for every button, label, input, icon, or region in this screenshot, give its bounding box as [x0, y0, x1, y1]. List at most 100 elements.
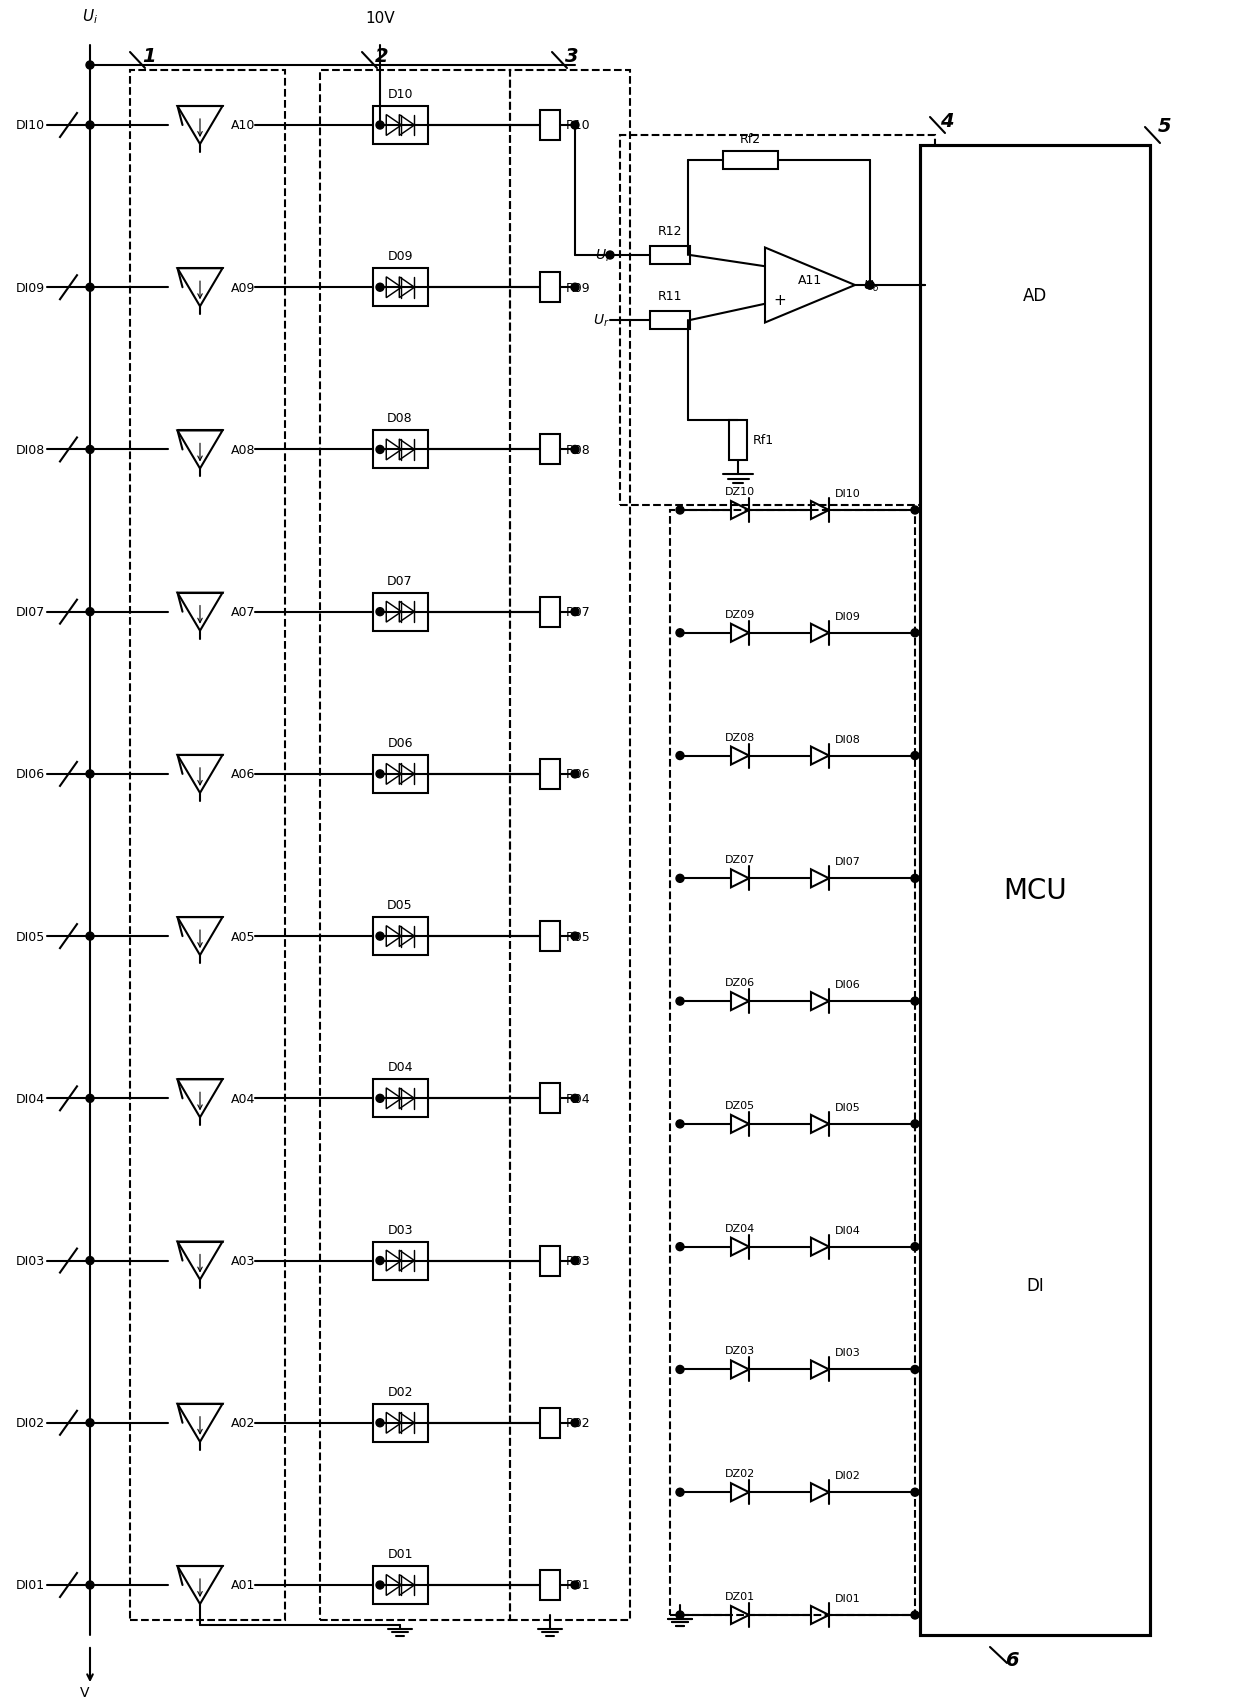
Bar	[539, 597, 560, 627]
Circle shape	[570, 609, 579, 616]
Circle shape	[86, 447, 94, 454]
Circle shape	[376, 285, 384, 292]
Text: MCU: MCU	[1003, 876, 1066, 904]
Bar	[539, 922, 560, 951]
Text: R07: R07	[565, 605, 590, 619]
Text: $U_r$: $U_r$	[593, 312, 610, 329]
Text: D06: D06	[387, 737, 413, 750]
Bar	[729, 421, 746, 460]
Circle shape	[570, 933, 579, 941]
Text: V: V	[81, 1685, 89, 1698]
Circle shape	[376, 933, 384, 941]
Circle shape	[86, 1419, 94, 1427]
Text: DI10: DI10	[16, 119, 45, 133]
Bar	[372, 1567, 428, 1604]
Text: DI04: DI04	[16, 1093, 45, 1105]
Text: DZ05: DZ05	[725, 1100, 755, 1110]
Bar	[723, 152, 777, 171]
Circle shape	[676, 1243, 684, 1251]
Text: DI03: DI03	[16, 1255, 45, 1267]
Bar	[539, 111, 560, 142]
Circle shape	[86, 609, 94, 616]
Text: DI09: DI09	[835, 612, 861, 621]
Circle shape	[676, 629, 684, 638]
Circle shape	[86, 1257, 94, 1265]
Text: A10: A10	[231, 119, 255, 133]
Circle shape	[376, 447, 384, 454]
Bar	[372, 431, 428, 469]
Text: R10: R10	[565, 119, 590, 133]
Text: DI03: DI03	[835, 1347, 861, 1357]
Circle shape	[376, 1419, 384, 1427]
Text: +: +	[774, 293, 786, 309]
Text: R12: R12	[657, 225, 682, 239]
Text: Rf2: Rf2	[739, 133, 760, 147]
Text: R11: R11	[657, 290, 682, 303]
Bar	[372, 107, 428, 145]
Text: D01: D01	[387, 1546, 413, 1560]
Bar	[539, 1084, 560, 1113]
Text: DI09: DI09	[16, 281, 45, 295]
Text: DI01: DI01	[16, 1579, 45, 1591]
Bar	[539, 435, 560, 465]
Text: DZ01: DZ01	[725, 1591, 755, 1601]
Circle shape	[676, 1611, 684, 1620]
Bar	[372, 917, 428, 955]
Text: A01: A01	[231, 1579, 255, 1591]
Circle shape	[676, 1120, 684, 1129]
Text: DI02: DI02	[16, 1417, 45, 1429]
Circle shape	[866, 281, 874, 290]
Text: D05: D05	[387, 899, 413, 912]
Circle shape	[676, 1488, 684, 1497]
Circle shape	[86, 61, 94, 70]
Circle shape	[676, 875, 684, 883]
Text: DI02: DI02	[835, 1470, 861, 1480]
Text: A04: A04	[231, 1093, 255, 1105]
Text: 5: 5	[1158, 118, 1172, 136]
Circle shape	[570, 1095, 579, 1103]
Circle shape	[676, 752, 684, 760]
Text: DZ09: DZ09	[725, 609, 755, 619]
Circle shape	[570, 771, 579, 779]
Circle shape	[570, 1419, 579, 1427]
Text: DI04: DI04	[835, 1224, 861, 1234]
Text: DZ07: DZ07	[725, 854, 755, 864]
Circle shape	[911, 506, 919, 515]
Text: DI01: DI01	[835, 1592, 861, 1603]
Circle shape	[911, 1611, 919, 1620]
Circle shape	[911, 752, 919, 760]
Text: A05: A05	[231, 929, 255, 943]
Text: AD: AD	[1023, 286, 1047, 305]
Text: DZ06: DZ06	[725, 977, 755, 987]
Circle shape	[570, 447, 579, 454]
Circle shape	[911, 1243, 919, 1251]
Circle shape	[376, 771, 384, 779]
Circle shape	[376, 1257, 384, 1265]
Circle shape	[866, 281, 874, 290]
Text: DI07: DI07	[16, 605, 45, 619]
Text: A07: A07	[231, 605, 255, 619]
Text: D08: D08	[387, 413, 413, 425]
Text: D04: D04	[387, 1061, 413, 1074]
Text: DI08: DI08	[16, 443, 45, 457]
Bar	[539, 1570, 560, 1599]
Text: R04: R04	[565, 1093, 590, 1105]
Circle shape	[86, 123, 94, 130]
Circle shape	[911, 875, 919, 883]
Text: R01: R01	[565, 1579, 590, 1591]
Circle shape	[570, 285, 579, 292]
Circle shape	[570, 123, 579, 130]
Bar	[920, 147, 1149, 1635]
Text: $U_o$: $U_o$	[863, 278, 879, 293]
Text: 6: 6	[1004, 1650, 1018, 1669]
Text: A02: A02	[231, 1417, 255, 1429]
Circle shape	[911, 1488, 919, 1497]
Text: DI06: DI06	[835, 980, 861, 989]
Text: R06: R06	[565, 767, 590, 781]
Text: 3: 3	[565, 48, 579, 66]
Circle shape	[676, 1366, 684, 1374]
Text: DI10: DI10	[835, 489, 861, 498]
Circle shape	[86, 1095, 94, 1103]
Text: 1: 1	[143, 48, 156, 66]
Circle shape	[676, 506, 684, 515]
